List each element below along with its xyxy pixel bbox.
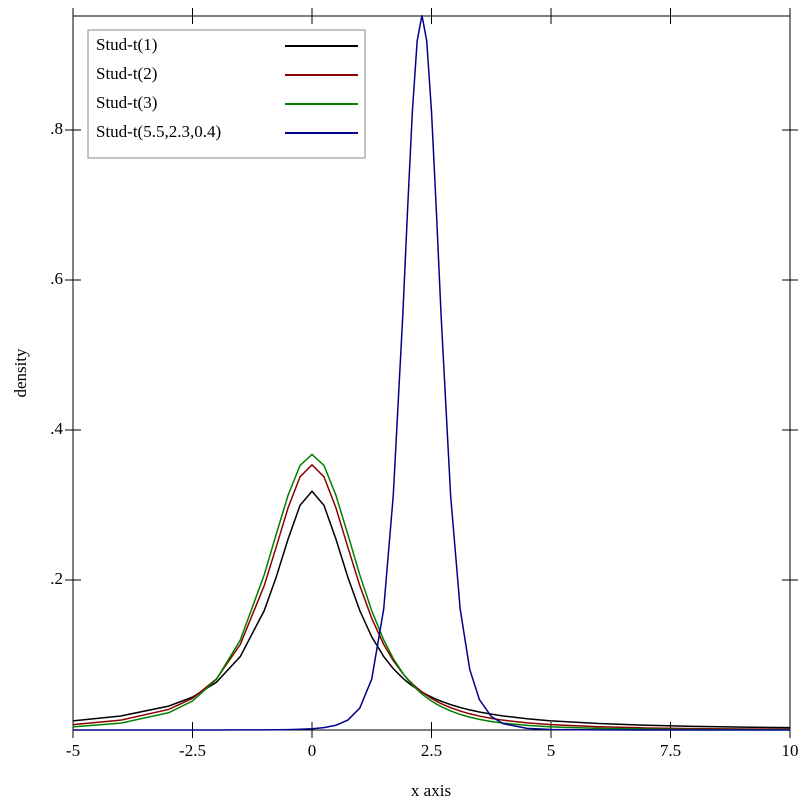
legend-label: Stud-t(5.5,2.3,0.4): [96, 122, 221, 141]
series-line: [73, 15, 791, 731]
y-tick-label: .6: [50, 269, 63, 288]
x-tick-label: 10: [782, 741, 799, 760]
legend-label: Stud-t(3): [96, 93, 157, 112]
y-tick-label: .2: [50, 569, 63, 588]
x-tick-label: 2.5: [421, 741, 442, 760]
x-tick-label: 7.5: [660, 741, 681, 760]
y-axis-label: density: [11, 348, 30, 398]
y-tick-label: .8: [50, 119, 63, 138]
x-tick-label: 0: [308, 741, 317, 760]
x-tick-label: -5: [66, 741, 80, 760]
legend-label: Stud-t(2): [96, 64, 157, 83]
y-tick-label: .4: [50, 419, 63, 438]
legend-box: [87, 29, 366, 159]
series-line: [72, 490, 791, 729]
legend-label: Stud-t(1): [96, 35, 157, 54]
series-line: [72, 463, 791, 731]
series-line: [72, 453, 791, 731]
x-tick-label: -2.5: [179, 741, 206, 760]
x-axis-label: x axis: [411, 781, 451, 800]
x-tick-label: 5: [547, 741, 556, 760]
